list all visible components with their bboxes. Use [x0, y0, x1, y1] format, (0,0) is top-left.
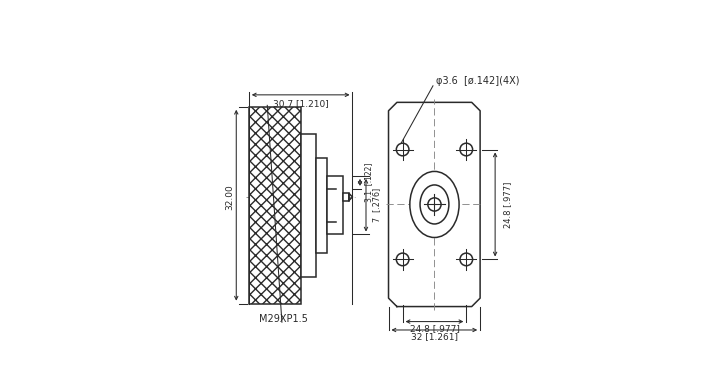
Text: 24.8 [.977]: 24.8 [.977] — [410, 324, 459, 333]
Bar — [302, 134, 316, 277]
Polygon shape — [389, 102, 480, 307]
Bar — [316, 158, 328, 252]
Text: 7  [.276]: 7 [.276] — [373, 188, 382, 222]
Bar — [328, 176, 343, 234]
Text: M29XP1.5: M29XP1.5 — [259, 314, 308, 324]
Text: 32 [1.261]: 32 [1.261] — [411, 332, 458, 341]
Circle shape — [460, 143, 472, 156]
Circle shape — [396, 253, 409, 266]
Text: 30.7 [1.210]: 30.7 [1.210] — [273, 99, 328, 108]
Text: φ3.6  [ø.142](4X): φ3.6 [ø.142](4X) — [436, 76, 519, 86]
Text: 3.1  [.122]: 3.1 [.122] — [364, 163, 373, 202]
Ellipse shape — [410, 172, 459, 238]
Circle shape — [460, 253, 472, 266]
Text: 32.00: 32.00 — [225, 184, 234, 210]
Ellipse shape — [420, 185, 449, 224]
Circle shape — [428, 198, 441, 211]
Bar — [249, 107, 302, 303]
Circle shape — [396, 143, 409, 156]
Text: 24.8 [.977]: 24.8 [.977] — [503, 181, 513, 228]
Bar — [343, 193, 349, 200]
